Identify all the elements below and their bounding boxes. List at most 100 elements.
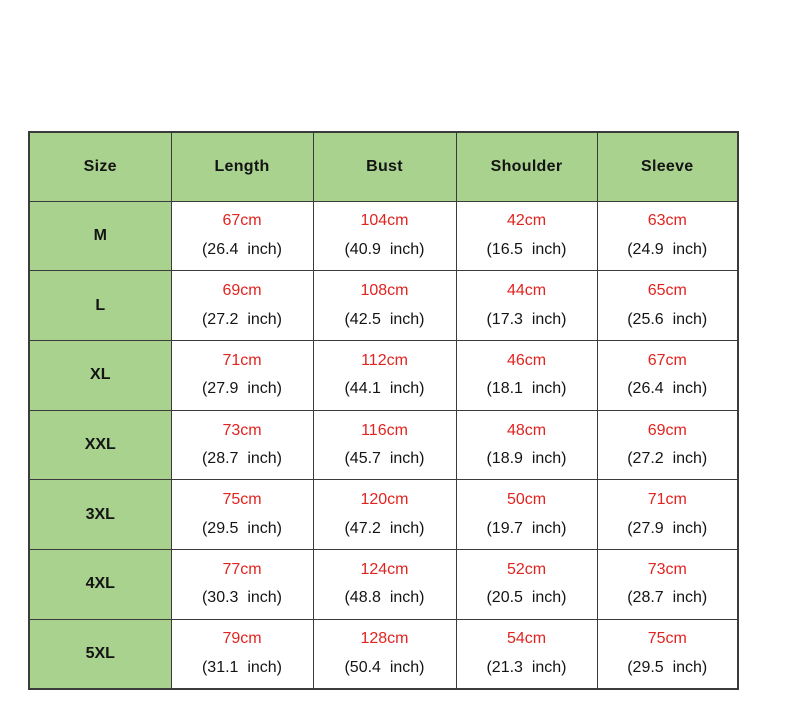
bust-cell: 116cm (45.7 inch) [312, 409, 457, 481]
shoulder-inch-value: (18.1 inch) [486, 380, 567, 398]
bust-cm-value: 124cm [360, 560, 409, 578]
shoulder-cell: 52cm (20.5 inch) [455, 548, 598, 620]
shoulder-cm-value: 44cm [506, 282, 547, 300]
size-label: M [28, 200, 172, 272]
bust-cell: 120cm (47.2 inch) [312, 479, 457, 550]
bust-inch-value: (45.7 inch) [344, 449, 425, 467]
shoulder-cm-value: 46cm [506, 351, 547, 369]
shoulder-cell: 54cm (21.3 inch) [455, 618, 598, 690]
bust-cm-value: 128cm [360, 630, 409, 648]
sleeve-cell: 65cm (25.6 inch) [596, 270, 739, 341]
bust-cell: 128cm (50.4 inch) [312, 618, 457, 690]
bust-inch-value: (40.9 inch) [344, 240, 425, 258]
table-row-4xl: 4XL 77cm (30.3 inch) 124cm (48.8 inch) 5… [28, 548, 739, 620]
length-cell: 75cm (29.5 inch) [170, 479, 314, 550]
column-header-sleeve: Sleeve [596, 131, 739, 202]
sleeve-cm-value: 75cm [647, 630, 687, 648]
length-cell: 77cm (30.3 inch) [170, 548, 314, 620]
length-inch-value: (29.5 inch) [201, 519, 283, 537]
shoulder-cell: 42cm (16.5 inch) [455, 200, 598, 272]
length-inch-value: (31.1 inch) [201, 658, 283, 676]
length-cell: 69cm (27.2 inch) [170, 270, 314, 341]
bust-cm-value: 104cm [360, 212, 409, 230]
bust-inch-value: (48.8 inch) [344, 589, 425, 607]
column-header-bust: Bust [312, 131, 457, 202]
table-row-m: M 67cm (26.4 inch) 104cm (40.9 inch) 42c… [28, 200, 739, 272]
length-cm-value: 69cm [222, 282, 262, 300]
table-row-5xl: 5XL 79cm (31.1 inch) 128cm (50.4 inch) 5… [28, 618, 739, 690]
size-label: XXL [28, 409, 172, 481]
sleeve-cm-value: 71cm [647, 491, 687, 509]
size-label: 4XL [28, 548, 172, 620]
column-header-size: Size [28, 131, 172, 202]
shoulder-cm-value: 52cm [506, 560, 547, 578]
length-cm-value: 77cm [222, 560, 262, 578]
sleeve-cm-value: 63cm [647, 212, 687, 230]
sleeve-inch-value: (24.9 inch) [627, 240, 708, 258]
shoulder-inch-value: (17.3 inch) [486, 310, 567, 328]
sleeve-cell: 69cm (27.2 inch) [596, 409, 739, 481]
shoulder-inch-value: (18.9 inch) [486, 449, 567, 467]
sleeve-cell: 63cm (24.9 inch) [596, 200, 739, 272]
bust-cell: 112cm (44.1 inch) [312, 339, 457, 411]
bust-cell: 108cm (42.5 inch) [312, 270, 457, 341]
shoulder-inch-value: (21.3 inch) [486, 658, 567, 676]
length-cell: 73cm (28.7 inch) [170, 409, 314, 481]
bust-cell: 104cm (40.9 inch) [312, 200, 457, 272]
length-inch-value: (30.3 inch) [201, 589, 283, 607]
bust-inch-value: (42.5 inch) [344, 310, 425, 328]
length-inch-value: (27.2 inch) [201, 310, 283, 328]
size-label: 3XL [28, 479, 172, 550]
sleeve-inch-value: (27.9 inch) [627, 519, 708, 537]
length-cell: 67cm (26.4 inch) [170, 200, 314, 272]
size-label: L [28, 270, 172, 341]
table-row-l: L 69cm (27.2 inch) 108cm (42.5 inch) 44c… [28, 270, 739, 341]
shoulder-cell: 48cm (18.9 inch) [455, 409, 598, 481]
sleeve-inch-value: (28.7 inch) [627, 589, 708, 607]
bust-cm-value: 108cm [360, 282, 409, 300]
bust-inch-value: (47.2 inch) [344, 519, 425, 537]
length-cell: 71cm (27.9 inch) [170, 339, 314, 411]
shoulder-inch-value: (20.5 inch) [486, 589, 567, 607]
sleeve-inch-value: (27.2 inch) [627, 449, 708, 467]
bust-cell: 124cm (48.8 inch) [312, 548, 457, 620]
bust-inch-value: (44.1 inch) [344, 380, 425, 398]
shoulder-cm-value: 42cm [506, 212, 547, 230]
length-inch-value: (27.9 inch) [201, 380, 283, 398]
sleeve-inch-value: (25.6 inch) [627, 310, 708, 328]
shoulder-inch-value: (16.5 inch) [486, 240, 567, 258]
sleeve-cm-value: 73cm [647, 560, 687, 578]
shoulder-cell: 44cm (17.3 inch) [455, 270, 598, 341]
table-row-3xl: 3XL 75cm (29.5 inch) 120cm (47.2 inch) 5… [28, 479, 739, 550]
shoulder-inch-value: (19.7 inch) [486, 519, 567, 537]
length-cm-value: 71cm [222, 351, 262, 369]
sleeve-cm-value: 67cm [647, 351, 687, 369]
size-label: 5XL [28, 618, 172, 690]
sleeve-inch-value: (26.4 inch) [627, 380, 708, 398]
bust-cm-value: 112cm [361, 351, 408, 369]
length-inch-value: (26.4 inch) [201, 240, 283, 258]
shoulder-cell: 46cm (18.1 inch) [455, 339, 598, 411]
length-cm-value: 79cm [222, 630, 262, 648]
header-row: Size Length Bust Shoulder Sleeve [28, 131, 739, 202]
size-label: XL [28, 339, 172, 411]
bust-cm-value: 120cm [360, 491, 409, 509]
length-inch-value: (28.7 inch) [201, 449, 283, 467]
length-cell: 79cm (31.1 inch) [170, 618, 314, 690]
shoulder-cell: 50cm (19.7 inch) [455, 479, 598, 550]
size-chart-table: Size Length Bust Shoulder Sleeve M 67cm … [28, 131, 739, 690]
shoulder-cm-value: 50cm [506, 491, 547, 509]
sleeve-cm-value: 69cm [647, 421, 687, 439]
column-header-length: Length [170, 131, 314, 202]
length-cm-value: 73cm [222, 421, 262, 439]
sleeve-cm-value: 65cm [647, 282, 687, 300]
table-row-xl: XL 71cm (27.9 inch) 112cm (44.1 inch) 46… [28, 339, 739, 411]
sleeve-cell: 71cm (27.9 inch) [596, 479, 739, 550]
sleeve-cell: 73cm (28.7 inch) [596, 548, 739, 620]
shoulder-cm-value: 54cm [506, 630, 547, 648]
table-row-xxl: XXL 73cm (28.7 inch) 116cm (45.7 inch) 4… [28, 409, 739, 481]
bust-cm-value: 116cm [361, 421, 408, 439]
sleeve-cell: 75cm (29.5 inch) [596, 618, 739, 690]
length-cm-value: 67cm [222, 212, 262, 230]
